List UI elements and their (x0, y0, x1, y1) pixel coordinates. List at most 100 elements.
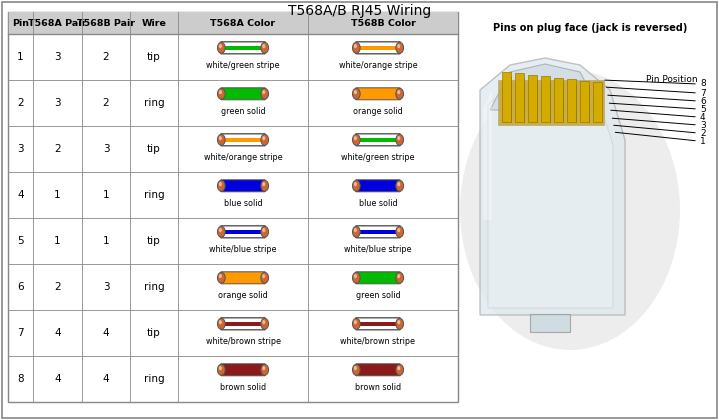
Text: 6: 6 (17, 282, 24, 292)
Polygon shape (490, 64, 600, 110)
Ellipse shape (354, 320, 357, 324)
Text: tip: tip (147, 144, 161, 154)
FancyBboxPatch shape (221, 134, 265, 146)
Bar (221, 138, 265, 142)
FancyBboxPatch shape (221, 226, 265, 238)
Ellipse shape (262, 90, 265, 94)
Text: Pins on plug face (jack is reversed): Pins on plug face (jack is reversed) (493, 23, 687, 33)
FancyBboxPatch shape (221, 88, 265, 100)
Ellipse shape (217, 88, 225, 99)
Text: 2: 2 (54, 144, 61, 154)
Ellipse shape (217, 180, 225, 191)
Text: white/brown stripe: white/brown stripe (341, 337, 416, 346)
FancyBboxPatch shape (356, 318, 400, 330)
Ellipse shape (219, 366, 222, 370)
Ellipse shape (397, 182, 400, 186)
Bar (357, 322, 400, 326)
FancyBboxPatch shape (356, 180, 400, 192)
Ellipse shape (217, 42, 225, 53)
Text: 7: 7 (700, 89, 706, 97)
Text: brown solid: brown solid (220, 383, 266, 392)
Bar (593, 82, 602, 122)
Ellipse shape (396, 272, 403, 284)
Ellipse shape (354, 228, 357, 232)
Bar (221, 230, 265, 234)
Text: 2: 2 (700, 129, 705, 137)
Ellipse shape (352, 180, 360, 191)
Ellipse shape (396, 134, 403, 145)
Text: white/blue stripe: white/blue stripe (209, 245, 277, 254)
Ellipse shape (261, 364, 268, 375)
Ellipse shape (262, 274, 265, 278)
Text: 7: 7 (17, 328, 24, 338)
Bar (554, 78, 563, 122)
Text: tip: tip (147, 328, 161, 338)
Ellipse shape (397, 274, 400, 278)
Text: 3: 3 (54, 52, 61, 62)
Ellipse shape (261, 42, 268, 53)
Text: 3: 3 (103, 144, 109, 154)
Text: ring: ring (144, 190, 165, 200)
Ellipse shape (396, 226, 403, 237)
Text: T568B Pair: T568B Pair (77, 18, 135, 27)
Ellipse shape (352, 42, 360, 53)
Ellipse shape (217, 134, 225, 145)
Ellipse shape (261, 134, 268, 145)
Ellipse shape (354, 90, 357, 94)
Text: 4: 4 (103, 374, 109, 384)
Text: ring: ring (144, 98, 165, 108)
Text: white/green stripe: white/green stripe (206, 61, 280, 70)
Ellipse shape (352, 272, 360, 284)
Text: 4: 4 (54, 374, 61, 384)
Ellipse shape (354, 182, 357, 186)
FancyBboxPatch shape (356, 272, 400, 284)
Bar (8, 12, 458, 402)
Text: orange solid: orange solid (353, 107, 403, 116)
Ellipse shape (396, 318, 403, 329)
Text: 4: 4 (54, 328, 61, 338)
Ellipse shape (261, 318, 268, 329)
Ellipse shape (261, 180, 268, 191)
Ellipse shape (352, 88, 360, 99)
Text: 1: 1 (54, 190, 61, 200)
Ellipse shape (261, 272, 268, 284)
Ellipse shape (354, 366, 357, 370)
Text: brown solid: brown solid (355, 383, 401, 392)
Text: 5: 5 (700, 105, 706, 113)
Text: Wire: Wire (142, 18, 166, 27)
Text: 3: 3 (17, 144, 24, 154)
Text: 2: 2 (54, 282, 61, 292)
Text: Pin Position: Pin Position (646, 76, 698, 84)
Ellipse shape (217, 272, 225, 284)
Text: 3: 3 (54, 98, 61, 108)
Ellipse shape (354, 44, 357, 48)
Ellipse shape (397, 44, 400, 48)
Text: tip: tip (147, 52, 161, 62)
Text: green solid: green solid (356, 291, 400, 300)
Text: 3: 3 (700, 121, 706, 129)
Text: 4: 4 (103, 328, 109, 338)
Text: tip: tip (147, 236, 161, 246)
Bar (515, 73, 524, 122)
FancyBboxPatch shape (221, 318, 265, 330)
Ellipse shape (219, 182, 222, 186)
Ellipse shape (219, 274, 222, 278)
Text: 1: 1 (54, 236, 61, 246)
Text: 2: 2 (103, 52, 109, 62)
Ellipse shape (396, 42, 403, 53)
Bar (580, 81, 589, 122)
Ellipse shape (397, 228, 400, 232)
Bar (221, 322, 265, 326)
Text: ring: ring (144, 374, 165, 384)
Text: white/green stripe: white/green stripe (342, 153, 415, 162)
Text: white/orange stripe: white/orange stripe (203, 153, 283, 162)
Ellipse shape (262, 182, 265, 186)
Text: T568A Color: T568A Color (211, 18, 275, 27)
Ellipse shape (217, 364, 225, 375)
Ellipse shape (261, 226, 268, 237)
Ellipse shape (262, 320, 265, 324)
Bar (498, 80, 604, 125)
Text: white/brown stripe: white/brown stripe (206, 337, 280, 346)
FancyBboxPatch shape (356, 42, 400, 54)
Text: 5: 5 (17, 236, 24, 246)
